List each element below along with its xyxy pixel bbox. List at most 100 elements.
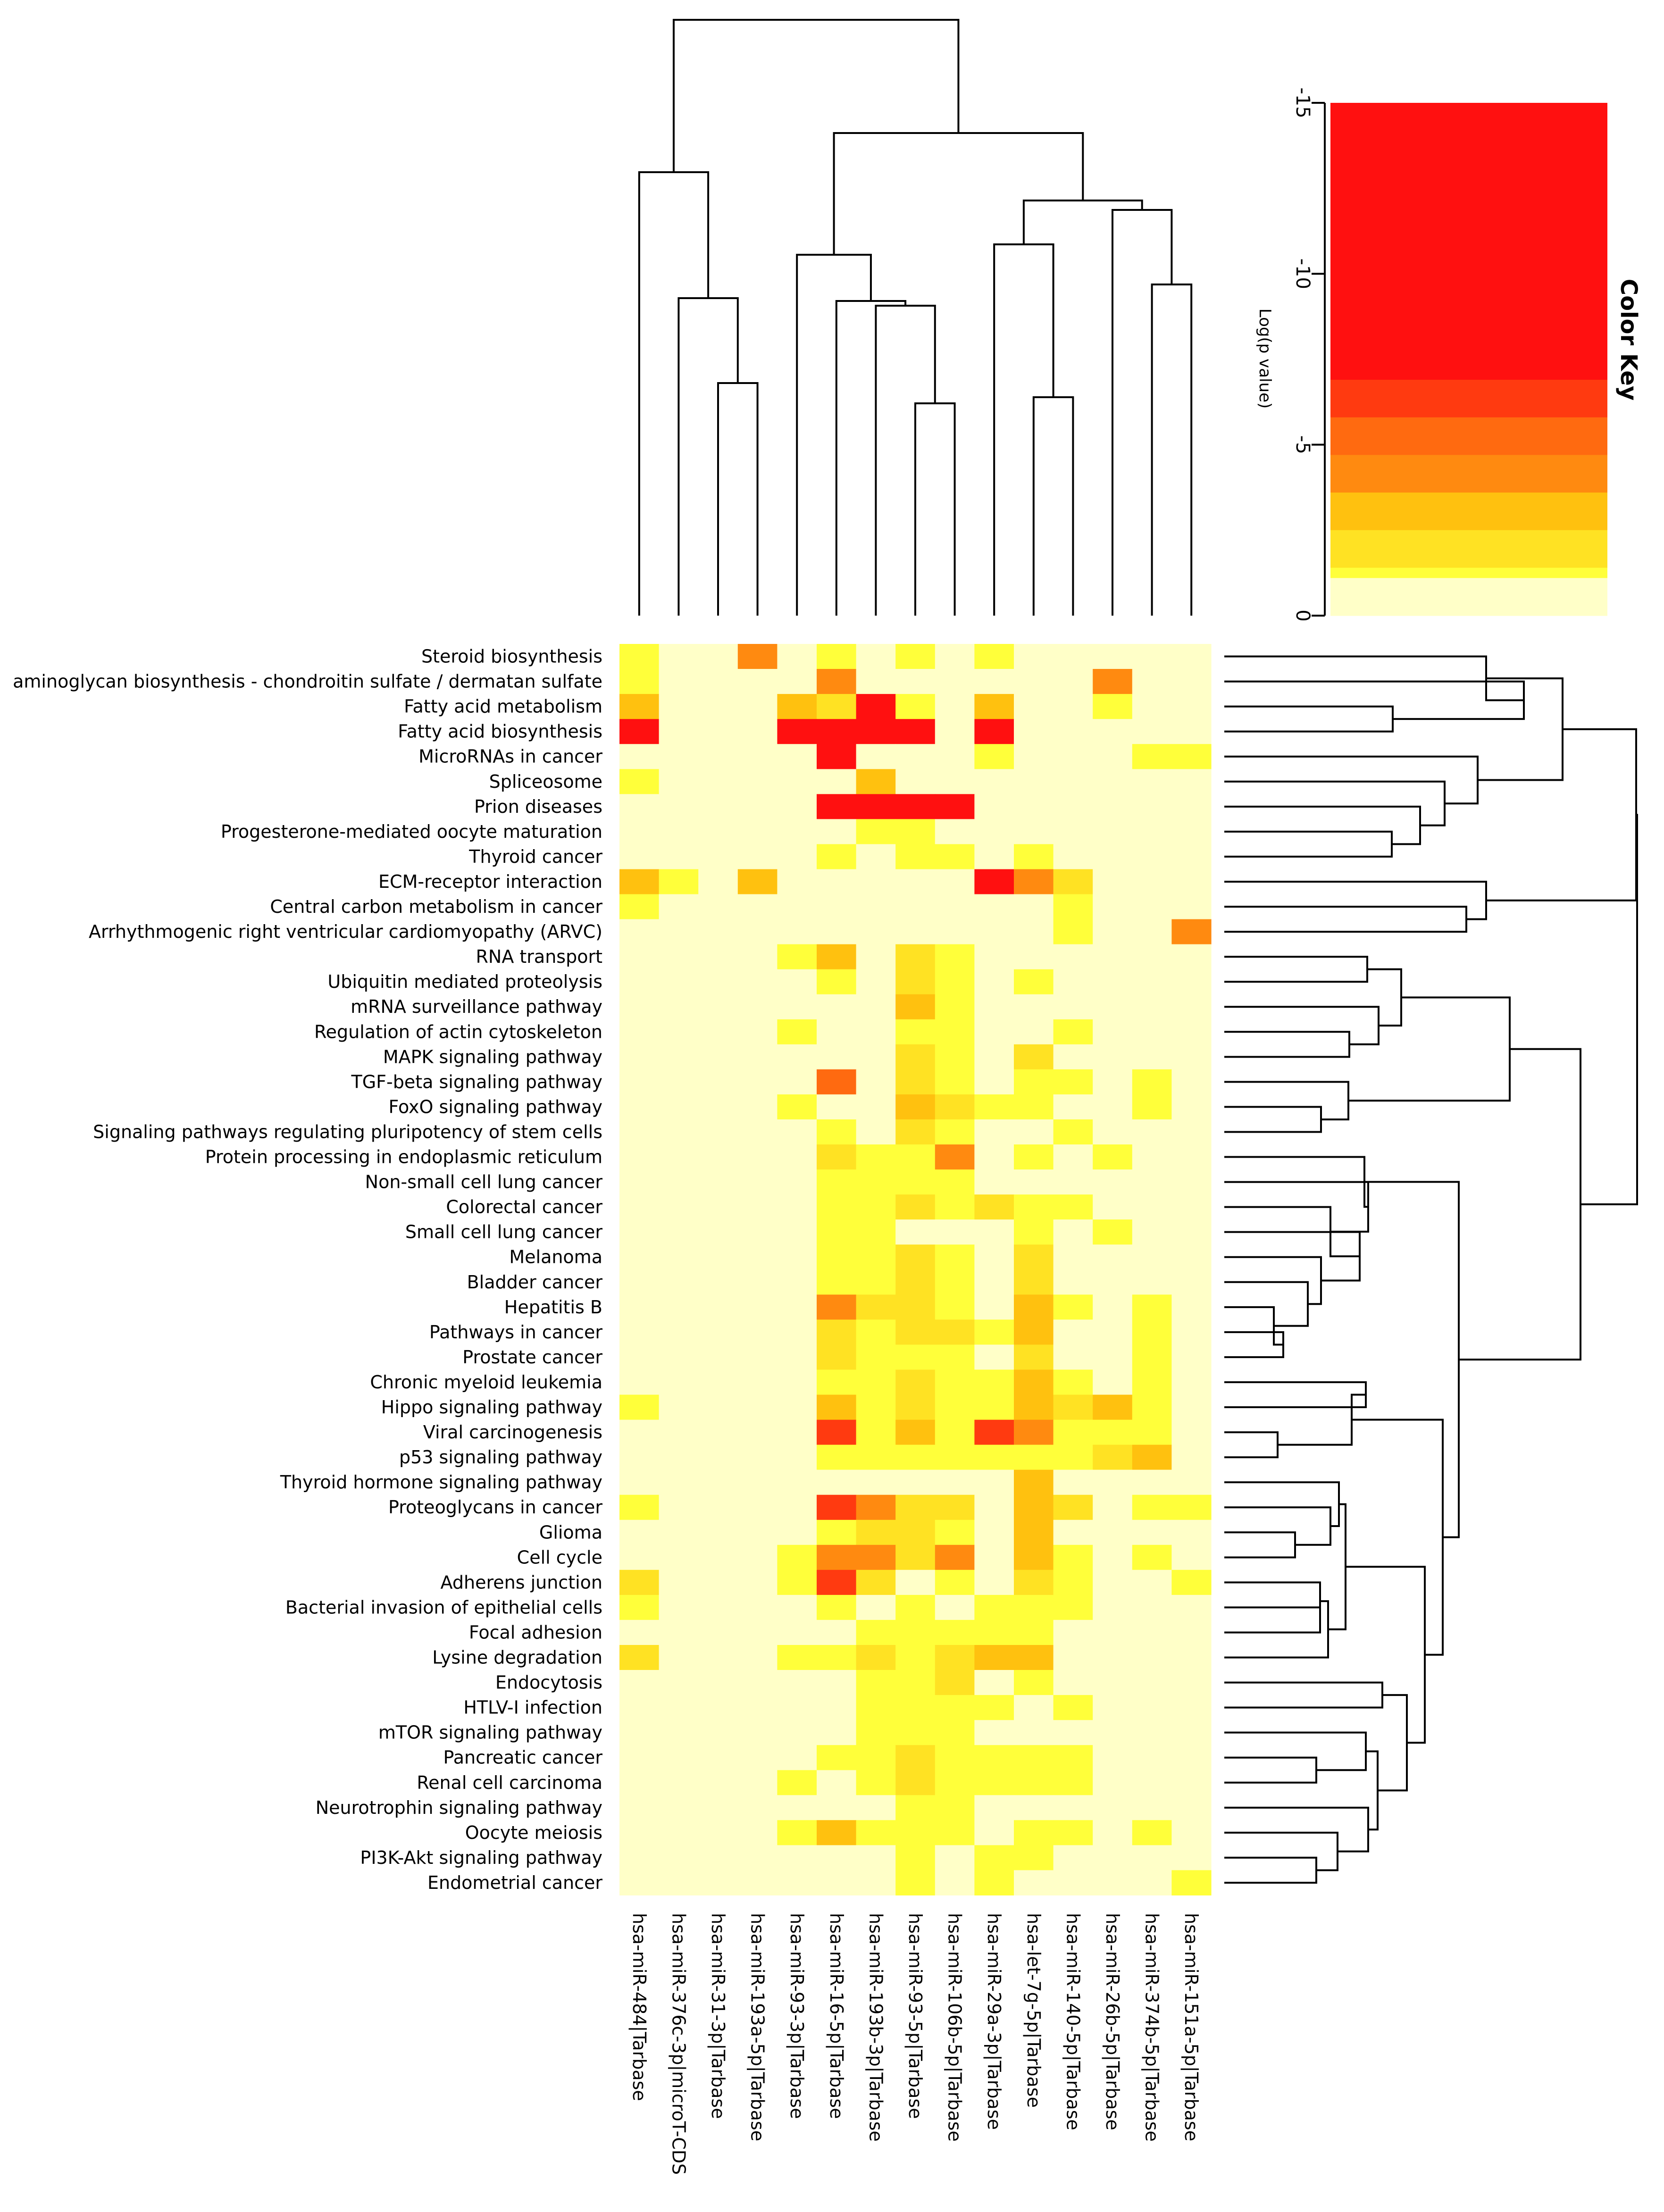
heatmap-cell [895, 1695, 936, 1720]
heatmap-cell [1132, 669, 1172, 694]
heatmap-cell [817, 994, 857, 1020]
heatmap-cell [1093, 869, 1133, 895]
heatmap-cell [974, 919, 1014, 945]
heatmap-cell [659, 644, 699, 669]
heatmap-cell [659, 919, 699, 945]
color-key-title: Color Key [1615, 279, 1642, 401]
heatmap-cell [1014, 1094, 1054, 1120]
heatmap-cell [974, 1069, 1014, 1095]
heatmap-cell [817, 1094, 857, 1120]
heatmap-cell [935, 944, 975, 970]
heatmap-cell [619, 1094, 660, 1120]
heatmap-cell [619, 1319, 660, 1345]
dendrogram-branch [1224, 655, 1524, 701]
row-label: Spliceosome [489, 771, 602, 792]
heatmap-cell [895, 1419, 936, 1445]
heatmap-cell [1132, 1544, 1172, 1570]
row-label: Prostate cancer [462, 1347, 602, 1368]
heatmap-cell [777, 1720, 817, 1745]
heatmap-cell [1093, 1419, 1133, 1445]
heatmap-cell [698, 1244, 738, 1270]
color-key-bands [1330, 103, 1607, 616]
heatmap-cell [817, 1019, 857, 1045]
heatmap-cell [856, 1369, 896, 1395]
heatmap-cell [935, 769, 975, 794]
heatmap-cell [777, 1695, 817, 1720]
heatmap-cell [856, 1094, 896, 1120]
heatmap-cell [856, 844, 896, 869]
heatmap-cell [619, 1519, 660, 1545]
dendrogram-branch [1364, 1181, 1460, 1538]
heatmap-cell [817, 1294, 857, 1320]
heatmap-cell [619, 1194, 660, 1220]
heatmap-cell [737, 1870, 778, 1895]
heatmap-cell [1132, 1720, 1172, 1745]
heatmap-cell [737, 919, 778, 945]
heatmap-cell [1014, 1169, 1054, 1195]
heatmap-cell [935, 869, 975, 895]
heatmap-cell [619, 1119, 660, 1145]
heatmap-cell [1171, 1770, 1212, 1795]
heatmap-cell [935, 1720, 975, 1745]
heatmap-cell [1014, 1394, 1054, 1420]
heatmap-cell [974, 794, 1014, 819]
heatmap-cell [1053, 1795, 1093, 1820]
heatmap-cell [974, 769, 1014, 794]
heatmap-cell [935, 1845, 975, 1870]
heatmap-cell [1171, 1344, 1212, 1370]
heatmap-cell [1014, 1645, 1054, 1670]
heatmap-cell [1132, 1645, 1172, 1670]
heatmap-cell [1171, 1820, 1212, 1845]
heatmap-cell [1093, 944, 1133, 970]
dendrogram-branch [1224, 1031, 1350, 1058]
heatmap-cell [856, 669, 896, 694]
color-key-band [1330, 380, 1607, 418]
heatmap-cell [698, 1770, 738, 1795]
heatmap-cell [737, 1169, 778, 1195]
dendrogram-branch [1224, 956, 1368, 983]
heatmap-cell [659, 1619, 699, 1645]
heatmap-cell [1053, 1119, 1093, 1145]
heatmap-cell [659, 1044, 699, 1070]
heatmap-cell [1014, 1444, 1054, 1470]
heatmap-cell [1132, 769, 1172, 794]
heatmap-cell [1014, 1820, 1054, 1845]
heatmap-cell [1053, 644, 1093, 669]
heatmap-cell [974, 994, 1014, 1020]
heatmap-cell [974, 1044, 1014, 1070]
row-label: Bladder cancer [467, 1272, 603, 1293]
heatmap-cell [1171, 1695, 1212, 1720]
heatmap-cell [856, 819, 896, 844]
row-label: Fatty acid metabolism [404, 696, 602, 717]
dendrogram-branch [1346, 1566, 1426, 1744]
row-label: Regulation of actin cytoskeleton [314, 1021, 602, 1042]
heatmap-cell [659, 1194, 699, 1220]
heatmap-cell [619, 794, 660, 819]
heatmap-cell [659, 1519, 699, 1545]
heatmap-cell [974, 1269, 1014, 1295]
heatmap-cell [659, 1544, 699, 1570]
heatmap-cell [698, 1319, 738, 1345]
heatmap-cell [659, 1169, 699, 1195]
heatmap-cell [974, 1419, 1014, 1445]
heatmap-cell [659, 694, 699, 719]
heatmap-cell [817, 1519, 857, 1545]
heatmap-cell [777, 1569, 817, 1595]
heatmap-cell [1053, 1319, 1093, 1345]
row-label: Thyroid cancer [468, 846, 602, 867]
heatmap-cell [1171, 794, 1212, 819]
heatmap-cell [935, 1069, 975, 1095]
heatmap-cell [817, 894, 857, 920]
heatmap-cell [817, 1795, 857, 1820]
heatmap-cell [698, 1119, 738, 1145]
dendrogram-branch [1224, 1506, 1331, 1546]
heatmap-cell [1014, 994, 1054, 1020]
heatmap-cell [1093, 694, 1133, 719]
heatmap-cell [817, 1594, 857, 1620]
heatmap-cell [737, 1369, 778, 1395]
heatmap-cell [777, 1645, 817, 1670]
row-label: Glioma [539, 1522, 602, 1543]
heatmap-cell [856, 794, 896, 819]
heatmap-cell [698, 1169, 738, 1195]
heatmap-cell [817, 1144, 857, 1170]
